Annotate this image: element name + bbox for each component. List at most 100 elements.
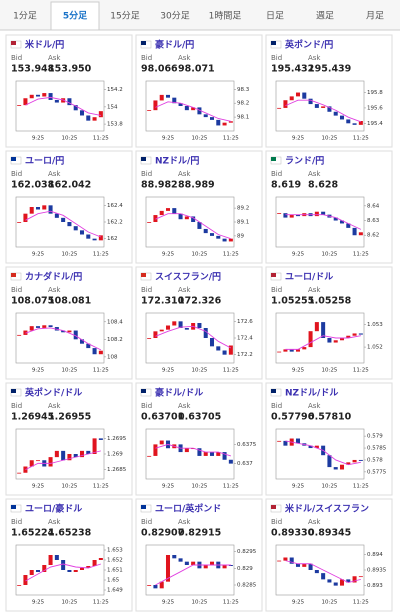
- ask-value: 98.071: [178, 64, 215, 75]
- bid-value: 153.948: [11, 64, 55, 75]
- candle: [92, 117, 97, 121]
- moving-average: [25, 96, 101, 116]
- x-tick-label: 9:25: [32, 484, 45, 490]
- bid-label: Bid: [141, 54, 152, 62]
- moving-average: [25, 210, 102, 238]
- bid-label: Bid: [141, 518, 152, 526]
- pair-title[interactable]: 米ドル/スイスフラン: [284, 503, 369, 515]
- candle: [222, 452, 227, 460]
- tab[interactable]: 1時間足: [209, 11, 242, 22]
- candle: [339, 338, 345, 341]
- candle: [358, 459, 363, 461]
- pair-title[interactable]: 豪ドル/円: [155, 39, 194, 51]
- tab[interactable]: 30分足: [160, 11, 189, 22]
- pair-title[interactable]: NZドル/円: [155, 156, 199, 167]
- y-tick-label: 8.64: [367, 203, 380, 209]
- candle: [42, 325, 47, 328]
- candle: [35, 460, 41, 462]
- candle: [346, 223, 351, 228]
- candle: [277, 440, 282, 442]
- pair-title[interactable]: カナダドル/円: [25, 271, 82, 283]
- pair-title[interactable]: ユーロ/円: [25, 156, 64, 167]
- flag-mark: [11, 41, 16, 45]
- y-tick-label: 172.6: [237, 319, 253, 325]
- x-tick-label: 9:25: [32, 136, 45, 142]
- candle: [327, 338, 332, 343]
- tab[interactable]: 月足: [366, 11, 384, 22]
- flag-mark: [141, 273, 146, 277]
- candle: [178, 558, 183, 562]
- pair-title[interactable]: 英ポンド/ドル: [24, 387, 82, 399]
- candle: [67, 222, 72, 227]
- pair-title[interactable]: ユーロ/英ポンド: [155, 503, 221, 515]
- x-tick-label: 9:25: [292, 136, 305, 142]
- tab[interactable]: 5分足: [63, 10, 88, 22]
- y-tick-label: 162.4: [107, 203, 123, 209]
- ask-label: Ask: [308, 286, 321, 294]
- moving-average: [285, 214, 362, 230]
- pair-title[interactable]: 米ドル/円: [24, 39, 64, 51]
- pair-title[interactable]: 豪ドル/ドル: [155, 387, 203, 399]
- candle: [197, 448, 202, 456]
- x-tick-label: 11:25: [93, 600, 109, 606]
- pair-title[interactable]: スイスフラン/円: [155, 272, 221, 283]
- pair-title[interactable]: ユーロ/ドル: [285, 272, 333, 283]
- flag-mark: [11, 273, 16, 277]
- y-tick-label: 98.2: [237, 101, 249, 107]
- candle: [153, 585, 158, 589]
- ask-value: 172.326: [178, 296, 222, 307]
- ask-value: 153.950: [48, 64, 92, 75]
- candle: [295, 214, 301, 217]
- bid-label: Bid: [271, 518, 282, 526]
- y-tick-label: 1.053: [367, 322, 383, 328]
- tab[interactable]: 1分足: [13, 11, 37, 22]
- candle: [153, 100, 158, 111]
- x-tick-label: 9:25: [162, 368, 175, 374]
- candle: [191, 107, 196, 111]
- candle: [339, 579, 345, 586]
- candle: [29, 460, 34, 467]
- candle: [17, 472, 22, 474]
- x-tick-label: 11:25: [223, 484, 239, 490]
- candle: [42, 565, 47, 572]
- tab[interactable]: 週足: [316, 11, 334, 22]
- plot-frame: [145, 544, 235, 596]
- y-tick-label: 0.829: [237, 566, 253, 572]
- candle: [29, 570, 34, 575]
- candle: [153, 444, 158, 456]
- candle: [29, 326, 34, 331]
- candle: [79, 568, 85, 570]
- candle: [178, 213, 183, 220]
- pair-title[interactable]: NZドル/ドル: [285, 388, 338, 399]
- y-tick-label: 153.8: [107, 122, 123, 128]
- ask-label: Ask: [308, 518, 321, 526]
- pair-title[interactable]: 英ポンド/円: [284, 39, 333, 51]
- candle: [17, 222, 22, 223]
- candle: [73, 105, 78, 111]
- y-tick-label: 1.653: [107, 548, 123, 554]
- y-tick-label: 0.8935: [367, 568, 387, 574]
- flag-mark: [271, 389, 276, 393]
- tab[interactable]: 15分足: [110, 11, 139, 22]
- candle: [289, 349, 294, 352]
- x-tick-label: 9:25: [162, 484, 175, 490]
- candle: [228, 238, 233, 242]
- bid-value: 108.075: [11, 296, 54, 307]
- pair-title[interactable]: ユーロ/豪ドル: [25, 503, 82, 515]
- tab[interactable]: 日足: [266, 11, 284, 22]
- bid-value: 0.63701: [141, 412, 184, 423]
- candle: [277, 213, 282, 214]
- y-tick-label: 89.1: [237, 220, 249, 226]
- candle: [147, 455, 152, 457]
- candle: [184, 216, 189, 220]
- ask-label: Ask: [178, 286, 191, 294]
- bid-value: 88.982: [141, 180, 178, 191]
- ask-label: Ask: [308, 402, 321, 410]
- candle: [333, 467, 338, 470]
- candle: [184, 561, 189, 565]
- ask-label: Ask: [48, 402, 61, 410]
- pair-title[interactable]: ランド/円: [285, 156, 324, 167]
- candle: [358, 232, 363, 236]
- flag-mark: [141, 389, 146, 393]
- candle: [277, 351, 282, 353]
